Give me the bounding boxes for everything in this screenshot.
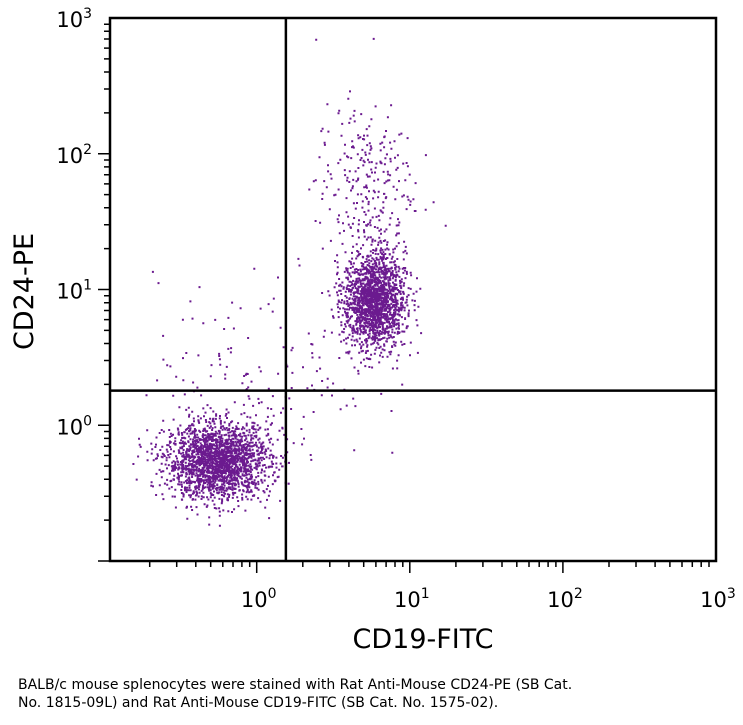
minor-ticks [98,23,710,573]
x-axis-title: CD19-FITC [353,624,494,655]
y-tick-labels: 100 101 102 103 [56,6,92,439]
flow-cytometry-plot: 100 101 102 103 100 101 102 103 CD19-FITC CD24… [9,6,736,655]
y-axis-title: CD24-PE [9,233,40,350]
x-tick-labels: 100 101 102 103 [241,586,736,612]
x-tick-label: 100 [241,586,277,612]
x-tick-label: 101 [394,586,430,612]
axis-ticks [98,23,710,573]
cell-events [132,37,447,527]
figure-caption: BALB/c mouse splenocytes were stained wi… [18,676,728,712]
plot-frame [108,16,718,563]
caption-line-1: BALB/c mouse splenocytes were stained wi… [18,677,573,693]
y-tick-label: 101 [56,278,92,304]
quadrant-gates [110,18,716,561]
dots-layer [132,37,447,527]
y-tick-label: 103 [56,6,92,32]
x-tick-label: 103 [700,586,736,612]
y-tick-label: 102 [56,142,92,168]
x-tick-label: 102 [547,586,583,612]
caption-line-2: No. 1815-09L) and Rat Anti-Mouse CD19-FI… [18,695,499,711]
y-tick-label: 100 [56,413,92,439]
